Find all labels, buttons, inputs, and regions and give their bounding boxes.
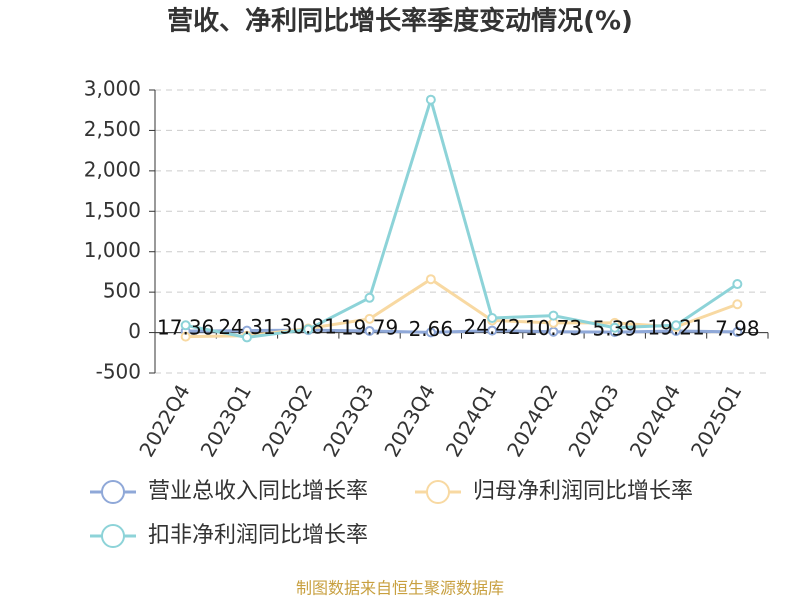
data-label: 19.79	[341, 315, 398, 339]
data-label: 5.39	[592, 317, 637, 341]
y-tick-label: 500	[103, 279, 141, 303]
point	[732, 326, 743, 337]
y-tick-label: 2,000	[84, 157, 141, 181]
data-label: 24.31	[218, 315, 275, 339]
series-line	[185, 94, 739, 339]
source: 制图数据来自恒生聚源数据库	[296, 579, 504, 598]
x-tick-label: 2024Q2	[502, 380, 562, 461]
legend-label: 扣非净利润同比增长率	[148, 523, 368, 548]
y-tick-label: 2,500	[84, 117, 141, 141]
chart-title: 营收、净利同比增长率季度变动情况(%)	[167, 6, 633, 37]
legend-marker	[426, 480, 450, 504]
point	[241, 332, 252, 343]
x-tick-label: 2023Q4	[379, 380, 439, 461]
point	[425, 274, 436, 285]
point	[425, 94, 436, 105]
point	[180, 320, 191, 331]
x-tick-label: 2023Q3	[318, 380, 378, 461]
y-tick-label: 0	[128, 319, 141, 343]
point	[364, 325, 375, 336]
legend-marker	[101, 524, 125, 548]
point	[548, 310, 559, 321]
legend-label: 营业总收入同比增长率	[148, 479, 368, 504]
data-label: 19.21	[647, 316, 704, 340]
data-label: 17.36	[157, 316, 214, 340]
data-label: 24.42	[464, 315, 521, 339]
data-label: 30.81	[280, 315, 337, 339]
series-line	[185, 328, 738, 334]
point	[364, 292, 375, 303]
point	[732, 279, 743, 290]
point	[303, 324, 314, 335]
point	[487, 325, 498, 336]
point	[609, 322, 620, 333]
y-tick-label: 1,500	[84, 198, 141, 222]
x-tick-label: 2024Q3	[563, 380, 623, 461]
x-tick-label: 2025Q1	[686, 380, 746, 461]
data-label: 7.98	[715, 316, 760, 340]
x-tick-label: 2022Q4	[134, 380, 194, 461]
y-tick-label: -500	[96, 360, 141, 384]
y-tick-label: 3,000	[84, 77, 141, 101]
point	[487, 313, 498, 324]
point	[732, 299, 743, 310]
y-tick-label: 1,000	[84, 238, 141, 262]
legend-marker	[101, 480, 125, 504]
x-tick-label: 2024Q4	[625, 380, 685, 461]
data-label: 2.66	[409, 317, 454, 341]
data-label: 10.73	[525, 316, 582, 340]
point	[425, 327, 436, 338]
x-tick-label: 2024Q1	[441, 380, 501, 461]
x-tick-label: 2023Q1	[196, 380, 256, 461]
point	[180, 331, 191, 342]
legend-label: 归母净利润同比增长率	[473, 479, 693, 504]
x-tick-label: 2023Q2	[257, 380, 317, 461]
point	[364, 313, 375, 324]
point	[671, 320, 682, 331]
